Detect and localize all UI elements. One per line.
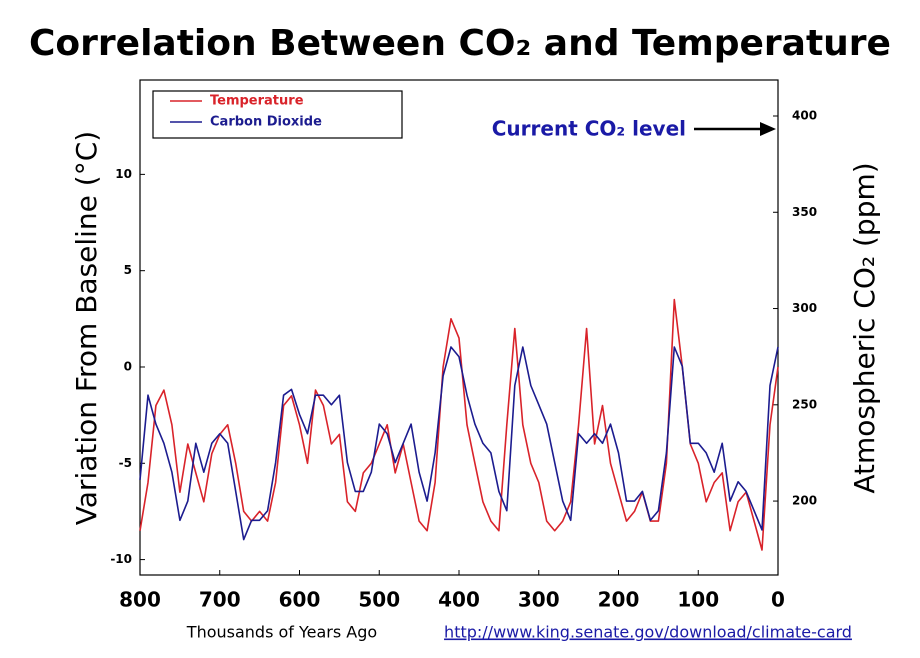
y-tick-label: -5 <box>119 456 132 470</box>
x-tick-label: 600 <box>279 588 321 612</box>
annotation-arrowhead <box>760 122 776 136</box>
legend-label: Temperature <box>210 94 304 109</box>
y-tick-label: 5 <box>124 263 132 277</box>
x-tick-label: 500 <box>358 588 400 612</box>
x-tick-label: 0 <box>771 588 785 612</box>
x-tick-label: 100 <box>677 588 719 612</box>
legend-box <box>152 90 403 139</box>
x-tick-label: 800 <box>119 588 161 612</box>
series-line <box>139 298 779 551</box>
series-line <box>139 346 779 541</box>
y2-tick-label: 300 <box>792 301 817 315</box>
y2-tick-label: 350 <box>792 205 817 219</box>
x-tick-label: 400 <box>438 588 480 612</box>
chart-title: Correlation Between CO₂ and Temperature <box>29 23 891 64</box>
x-tick-label: 700 <box>199 588 241 612</box>
y-tick-label: 10 <box>115 167 132 181</box>
x-tick-label: 200 <box>598 588 640 612</box>
annotation: Current CO₂ level <box>492 117 686 141</box>
y-axis-label: Variation From Baseline (°C) <box>70 131 103 525</box>
legend-label: Carbon Dioxide <box>210 115 322 130</box>
y2-tick-label: 400 <box>792 109 817 123</box>
x-tick-label: 300 <box>518 588 560 612</box>
y2-axis-label: Atmospheric CO₂ (ppm) <box>848 162 881 493</box>
plot-frame <box>139 79 779 576</box>
y2-tick-label: 250 <box>792 397 817 411</box>
source-link[interactable]: http://www.king.senate.gov/download/clim… <box>444 623 852 642</box>
x-axis-label: Thousands of Years Ago <box>186 623 377 642</box>
y2-tick-label: 200 <box>792 494 817 508</box>
y-tick-label: 0 <box>124 359 132 373</box>
y-tick-label: -10 <box>110 552 132 566</box>
